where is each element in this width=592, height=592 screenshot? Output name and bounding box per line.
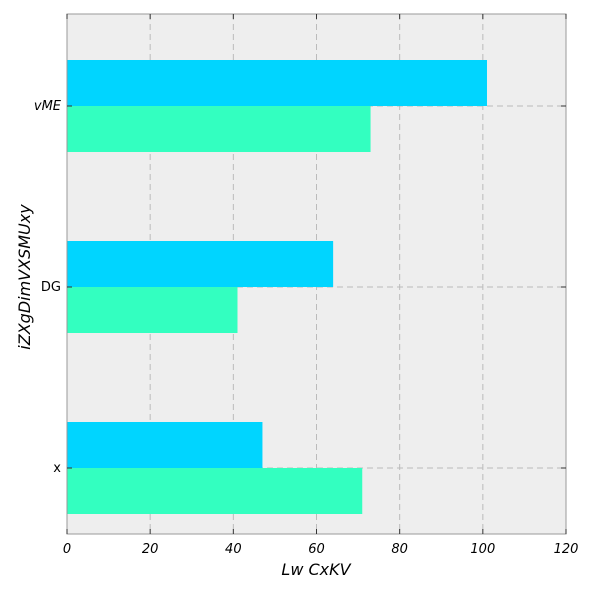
bar	[67, 241, 334, 287]
ticks	[66, 14, 567, 534]
bar	[67, 468, 363, 514]
y-tick-label: x	[53, 461, 61, 476]
x-tick-label: 100	[470, 542, 495, 557]
x-tick-label: 120	[554, 542, 579, 557]
y-tick-labels: x DG vME	[34, 99, 62, 476]
x-axis-title: Lw CxKV	[281, 560, 351, 579]
y-tick-label: DG	[41, 280, 61, 295]
y-axis-title: iZXgDimVXSMUxy	[15, 204, 34, 350]
bars	[67, 60, 487, 514]
x-tick-label: 80	[391, 542, 408, 557]
x-tick-label: 20	[142, 542, 159, 557]
bar	[67, 422, 263, 468]
x-tick-label: 40	[225, 542, 242, 557]
x-tick-label: 60	[308, 542, 325, 557]
x-tick-label: 0	[63, 542, 71, 557]
bar	[67, 60, 487, 106]
bar	[67, 287, 238, 333]
y-tick-label: vME	[34, 99, 62, 114]
bar	[67, 106, 371, 152]
x-tick-labels: 0 20 40 60 80 100 120	[63, 542, 579, 557]
